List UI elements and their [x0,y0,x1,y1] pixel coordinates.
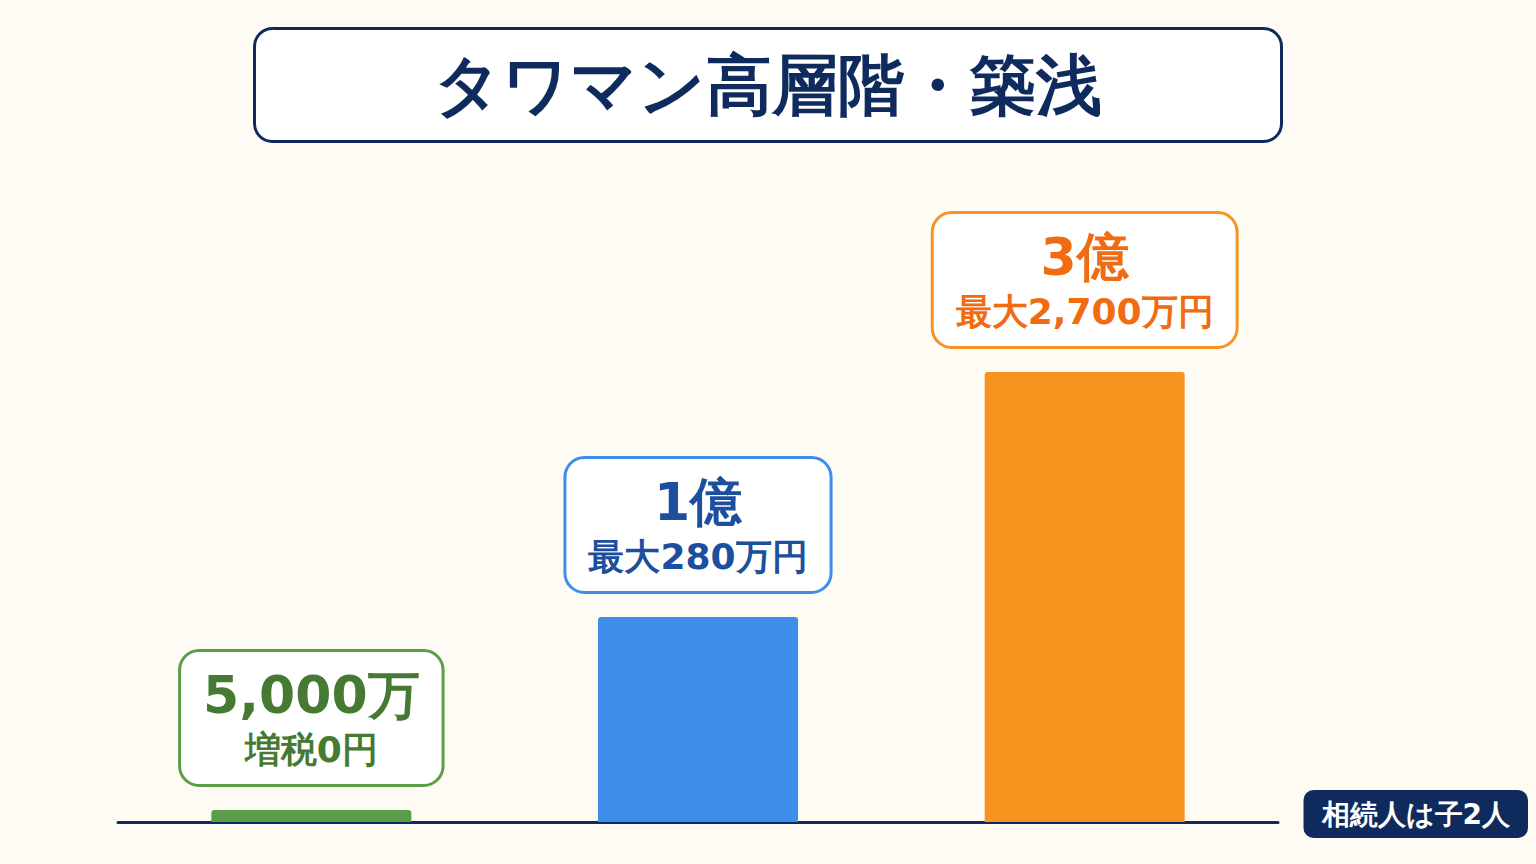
svg-text:最大280万円: 最大280万円 [588,536,807,577]
svg-text:1億: 1億 [654,472,743,532]
svg-text:3億: 3億 [1041,227,1130,287]
svg-text:5,000万: 5,000万 [203,665,419,725]
svg-text:タワマン高層階・築浅: タワマン高層階・築浅 [434,47,1102,124]
svg-text:増税0円: 増税0円 [243,729,378,770]
svg-text:相続人は子2人: 相続人は子2人 [1321,798,1511,831]
svg-text:最大2,700万円: 最大2,700万円 [956,291,1214,332]
